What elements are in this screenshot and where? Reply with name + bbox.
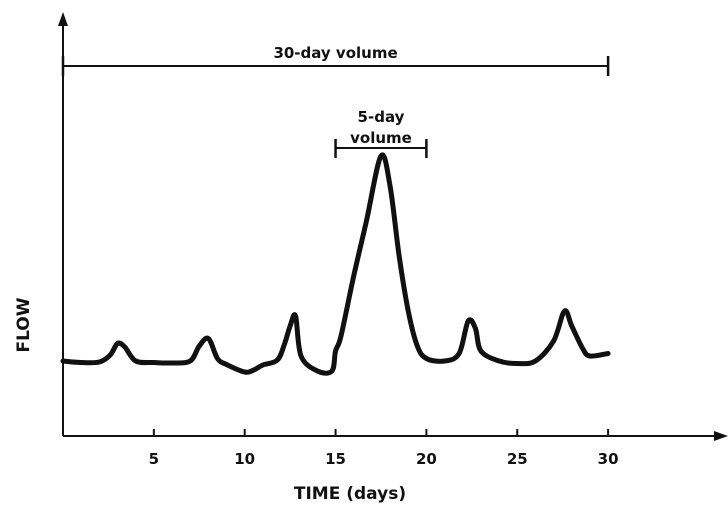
- x-tick-label: 25: [507, 450, 528, 468]
- x-tick-label: 5: [149, 450, 159, 468]
- x-axis-arrow-icon: [714, 431, 728, 441]
- y-axis-arrow-icon: [58, 12, 68, 26]
- x-tick-label: 20: [416, 450, 437, 468]
- x-tick-label: 30: [598, 450, 619, 468]
- bracket-30-day-label: 30-day volume: [273, 44, 397, 62]
- x-tick-label: 10: [234, 450, 255, 468]
- bracket-5-day-label-line-1: 5-day: [358, 108, 405, 126]
- bracket-5-day-label-line-2: volume: [350, 129, 412, 147]
- x-ticks: 5 10 15 20 25 30: [149, 429, 619, 468]
- y-axis-title: FLOW: [14, 297, 34, 352]
- flow-series-line: [60, 152, 611, 376]
- x-axis-title: TIME (days): [294, 484, 406, 504]
- x-tick-label: 15: [325, 450, 346, 468]
- bracket-5-day: 5-day volume: [334, 108, 428, 158]
- bracket-30-day: 30-day volume: [61, 44, 610, 76]
